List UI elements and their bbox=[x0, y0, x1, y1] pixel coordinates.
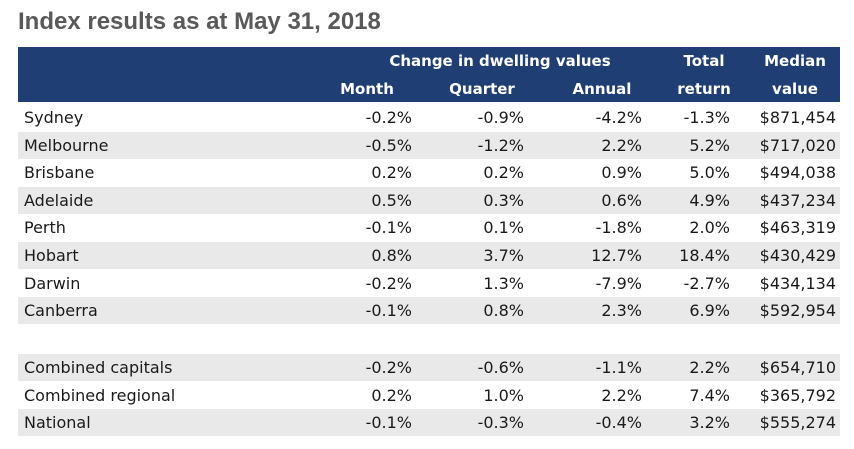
cell-total-return: 5.2% bbox=[689, 136, 730, 155]
cell-quarter: 0.8% bbox=[483, 301, 524, 320]
table-row: Adelaide 0.5% 0.3% 0.6% 4.9% $437,234 bbox=[18, 187, 840, 214]
cell-location: Perth bbox=[24, 218, 66, 237]
header-return: return bbox=[677, 80, 731, 98]
cell-annual: 2.2% bbox=[601, 136, 642, 155]
table-title: Index results as at May 31, 2018 bbox=[18, 8, 381, 35]
cell-total-return: 2.2% bbox=[689, 358, 730, 377]
header-annual: Annual bbox=[572, 80, 632, 98]
cell-annual: -7.9% bbox=[595, 274, 642, 293]
cell-median-value: $463,319 bbox=[759, 218, 836, 237]
cell-total-return: 7.4% bbox=[689, 386, 730, 405]
cell-month: -0.1% bbox=[365, 218, 412, 237]
header-median: Median bbox=[764, 52, 826, 70]
header-quarter: Quarter bbox=[449, 80, 515, 98]
cell-quarter: 1.0% bbox=[483, 386, 524, 405]
header-change-in-dwelling-values: Change in dwelling values bbox=[389, 52, 611, 70]
cell-month: -0.1% bbox=[365, 413, 412, 432]
cell-median-value: $430,429 bbox=[759, 246, 836, 265]
table-row: Combined regional 0.2% 1.0% 2.2% 7.4% $365,79… bbox=[18, 382, 840, 409]
cell-quarter: -0.3% bbox=[477, 413, 524, 432]
header-total: Total bbox=[683, 52, 725, 70]
cell-annual: -1.8% bbox=[595, 218, 642, 237]
cell-location: Sydney bbox=[24, 108, 84, 127]
cell-median-value: $555,274 bbox=[759, 413, 836, 432]
cell-quarter: 0.2% bbox=[483, 163, 524, 182]
cell-total-return: 5.0% bbox=[689, 163, 730, 182]
table-header: Change in dwelling values Month Quarter … bbox=[18, 47, 840, 102]
cell-location: Combined regional bbox=[24, 386, 176, 405]
cell-month: -0.2% bbox=[365, 108, 412, 127]
cell-month: 0.8% bbox=[371, 246, 412, 265]
cell-annual: -4.2% bbox=[595, 108, 642, 127]
cell-quarter: -0.6% bbox=[477, 358, 524, 377]
cell-median-value: $437,234 bbox=[759, 191, 836, 210]
cell-quarter: 1.3% bbox=[483, 274, 524, 293]
table-row: National -0.1% -0.3% -0.4% 3.2% $555,274 bbox=[18, 409, 840, 436]
cell-month: -0.1% bbox=[365, 301, 412, 320]
cell-total-return: 4.9% bbox=[689, 191, 730, 210]
table-row: Canberra -0.1% 0.8% 2.3% 6.9% $592,954 bbox=[18, 297, 840, 324]
cell-total-return: 2.0% bbox=[689, 218, 730, 237]
cell-annual: -0.4% bbox=[595, 413, 642, 432]
cell-median-value: $592,954 bbox=[759, 301, 836, 320]
cell-location: Melbourne bbox=[24, 136, 109, 155]
table-row: Melbourne -0.5% -1.2% 2.2% 5.2% $717,020 bbox=[18, 132, 840, 159]
cell-quarter: 0.1% bbox=[483, 218, 524, 237]
cell-quarter: -1.2% bbox=[477, 136, 524, 155]
table-row: Combined capitals -0.2% -0.6% -1.1% 2.2% $654… bbox=[18, 354, 840, 381]
cell-location: Combined capitals bbox=[24, 358, 173, 377]
cell-month: 0.5% bbox=[371, 191, 412, 210]
cell-total-return: 6.9% bbox=[689, 301, 730, 320]
cell-quarter: 0.3% bbox=[483, 191, 524, 210]
cell-total-return: 18.4% bbox=[679, 246, 730, 265]
cell-annual: 12.7% bbox=[591, 246, 642, 265]
cell-month: -0.2% bbox=[365, 358, 412, 377]
cell-location: National bbox=[24, 413, 91, 432]
cell-median-value: $871,454 bbox=[759, 108, 836, 127]
table-row: Hobart 0.8% 3.7% 12.7% 18.4% $430,429 bbox=[18, 242, 840, 269]
cell-annual: 2.2% bbox=[601, 386, 642, 405]
cell-median-value: $434,134 bbox=[759, 274, 836, 293]
cell-location: Brisbane bbox=[24, 163, 95, 182]
table-row: Darwin -0.2% 1.3% -7.9% -2.7% $434,134 bbox=[18, 270, 840, 297]
cell-month: -0.5% bbox=[365, 136, 412, 155]
cell-month: 0.2% bbox=[371, 386, 412, 405]
cell-location: Darwin bbox=[24, 274, 81, 293]
cell-month: -0.2% bbox=[365, 274, 412, 293]
cell-median-value: $494,038 bbox=[759, 163, 836, 182]
cell-median-value: $654,710 bbox=[759, 358, 836, 377]
cell-median-value: $365,792 bbox=[759, 386, 836, 405]
table-row: Brisbane 0.2% 0.2% 0.9% 5.0% $494,038 bbox=[18, 159, 840, 186]
header-value: value bbox=[772, 80, 818, 98]
cell-total-return: -1.3% bbox=[683, 108, 730, 127]
cell-month: 0.2% bbox=[371, 163, 412, 182]
cell-median-value: $717,020 bbox=[759, 136, 836, 155]
cell-location: Canberra bbox=[24, 301, 98, 320]
header-month: Month bbox=[340, 80, 394, 98]
cell-total-return: -2.7% bbox=[683, 274, 730, 293]
cell-quarter: -0.9% bbox=[477, 108, 524, 127]
cell-total-return: 3.2% bbox=[689, 413, 730, 432]
cell-location: Hobart bbox=[24, 246, 79, 265]
cell-quarter: 3.7% bbox=[483, 246, 524, 265]
cell-annual: 2.3% bbox=[601, 301, 642, 320]
table-row: Sydney -0.2% -0.9% -4.2% -1.3% $871,454 bbox=[18, 104, 840, 131]
cell-annual: 0.6% bbox=[601, 191, 642, 210]
table-row: Perth -0.1% 0.1% -1.8% 2.0% $463,319 bbox=[18, 214, 840, 241]
cell-location: Adelaide bbox=[24, 191, 94, 210]
cell-annual: 0.9% bbox=[601, 163, 642, 182]
cell-annual: -1.1% bbox=[595, 358, 642, 377]
